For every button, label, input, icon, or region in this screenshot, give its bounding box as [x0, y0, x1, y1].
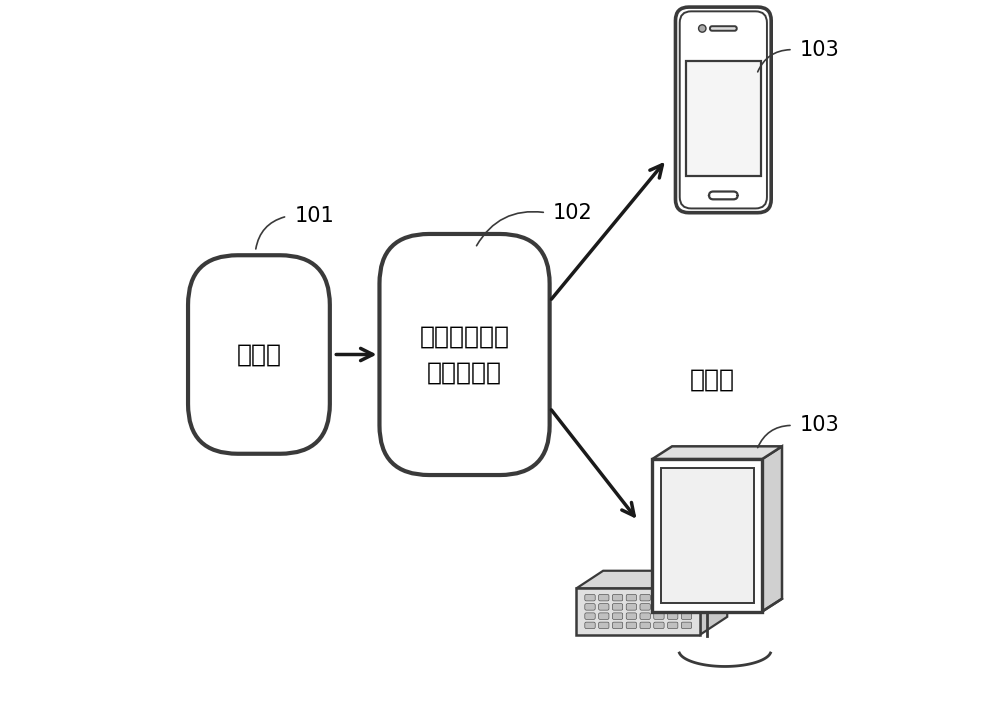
FancyBboxPatch shape — [626, 613, 637, 620]
FancyBboxPatch shape — [675, 7, 771, 213]
FancyBboxPatch shape — [640, 603, 650, 610]
FancyBboxPatch shape — [668, 603, 678, 610]
FancyBboxPatch shape — [680, 11, 767, 208]
FancyBboxPatch shape — [668, 613, 678, 620]
FancyBboxPatch shape — [626, 622, 637, 629]
FancyBboxPatch shape — [640, 622, 650, 629]
Polygon shape — [762, 447, 782, 611]
Text: 103: 103 — [800, 415, 840, 435]
FancyBboxPatch shape — [668, 594, 678, 601]
FancyBboxPatch shape — [599, 622, 609, 629]
FancyBboxPatch shape — [599, 603, 609, 610]
Polygon shape — [700, 571, 727, 635]
FancyBboxPatch shape — [599, 594, 609, 601]
FancyBboxPatch shape — [188, 255, 330, 454]
Polygon shape — [661, 468, 754, 603]
FancyBboxPatch shape — [709, 191, 738, 199]
Bar — [686, 60, 761, 176]
FancyBboxPatch shape — [585, 613, 595, 620]
Text: 101: 101 — [294, 206, 334, 226]
FancyBboxPatch shape — [640, 594, 650, 601]
FancyBboxPatch shape — [681, 613, 692, 620]
FancyBboxPatch shape — [626, 594, 637, 601]
Text: 订阅者: 订阅者 — [690, 367, 735, 391]
FancyBboxPatch shape — [612, 613, 623, 620]
FancyBboxPatch shape — [585, 622, 595, 629]
Polygon shape — [652, 447, 782, 459]
Polygon shape — [576, 571, 727, 588]
FancyBboxPatch shape — [599, 613, 609, 620]
FancyBboxPatch shape — [585, 603, 595, 610]
FancyBboxPatch shape — [612, 603, 623, 610]
Polygon shape — [576, 588, 700, 635]
Circle shape — [699, 25, 706, 32]
FancyBboxPatch shape — [626, 603, 637, 610]
Text: 102: 102 — [553, 203, 593, 223]
FancyBboxPatch shape — [681, 622, 692, 629]
FancyBboxPatch shape — [379, 234, 550, 475]
FancyBboxPatch shape — [654, 594, 664, 601]
FancyBboxPatch shape — [681, 594, 692, 601]
Text: 消息队列遥测
传输中间件: 消息队列遥测 传输中间件 — [420, 325, 510, 384]
Text: 103: 103 — [800, 40, 840, 60]
FancyBboxPatch shape — [612, 622, 623, 629]
FancyBboxPatch shape — [654, 622, 664, 629]
FancyBboxPatch shape — [585, 594, 595, 601]
FancyBboxPatch shape — [640, 613, 650, 620]
FancyBboxPatch shape — [654, 613, 664, 620]
FancyBboxPatch shape — [668, 622, 678, 629]
Text: 发布者: 发布者 — [236, 342, 281, 367]
FancyBboxPatch shape — [654, 603, 664, 610]
Polygon shape — [652, 459, 762, 611]
FancyBboxPatch shape — [681, 603, 692, 610]
FancyBboxPatch shape — [710, 26, 737, 30]
FancyBboxPatch shape — [612, 594, 623, 601]
